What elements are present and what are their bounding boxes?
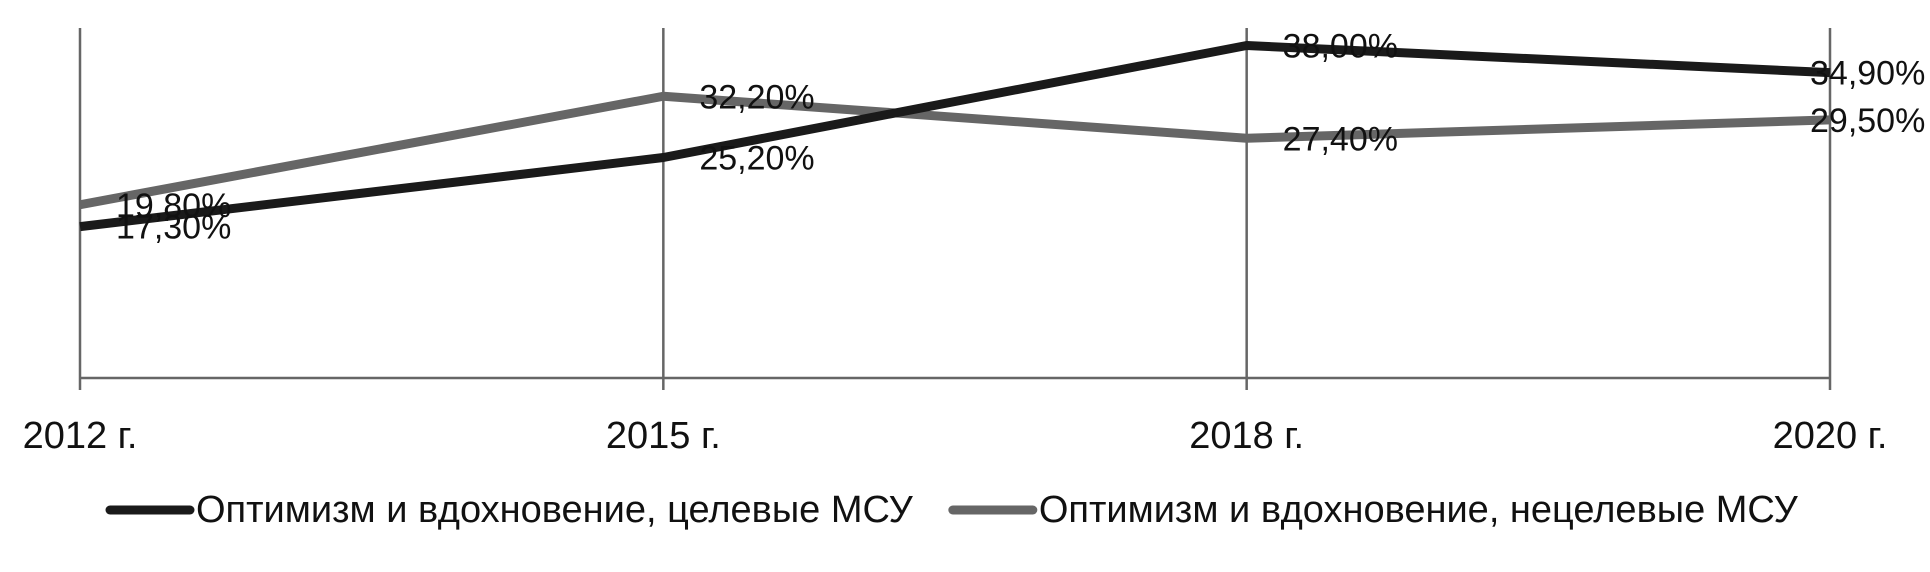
x-tick-label: 2018 г. [1189, 415, 1304, 457]
data-label: 34,90% [1810, 55, 1925, 93]
data-label: 17,30% [116, 209, 231, 247]
legend-item: Оптимизм и вдохновение, нецелевые МСУ [948, 489, 1799, 531]
data-label: 27,40% [1283, 120, 1398, 158]
legend-item: Оптимизм и вдохновение, целевые МСУ [105, 489, 914, 531]
x-tick-label: 2020 г. [1773, 415, 1888, 457]
x-tick-labels: 2012 г. 2015 г. 2018 г. 2020 г. [23, 415, 1888, 457]
gridlines [78, 28, 1832, 390]
series-line-0 [79, 41, 1831, 232]
data-labels: 17,30% 25,20% 38,00% 34,90% 19,80% 32,20% 27,4… [116, 28, 1925, 247]
data-label: 19,80% [116, 187, 231, 225]
x-tick-label: 2015 г. [606, 415, 721, 457]
legend-label: Оптимизм и вдохновение, целевые МСУ [196, 489, 914, 531]
series-line-1 [79, 91, 1831, 210]
data-label: 29,50% [1810, 102, 1925, 140]
series-lines [79, 41, 1831, 232]
data-label: 25,20% [699, 140, 814, 178]
data-label: 38,00% [1283, 28, 1398, 66]
x-tick-label: 2012 г. [23, 415, 138, 457]
legend: Оптимизм и вдохновение, целевые МСУ Оптим… [105, 489, 1799, 531]
legend-label: Оптимизм и вдохновение, нецелевые МСУ [1039, 489, 1799, 531]
data-label: 32,20% [699, 78, 814, 116]
